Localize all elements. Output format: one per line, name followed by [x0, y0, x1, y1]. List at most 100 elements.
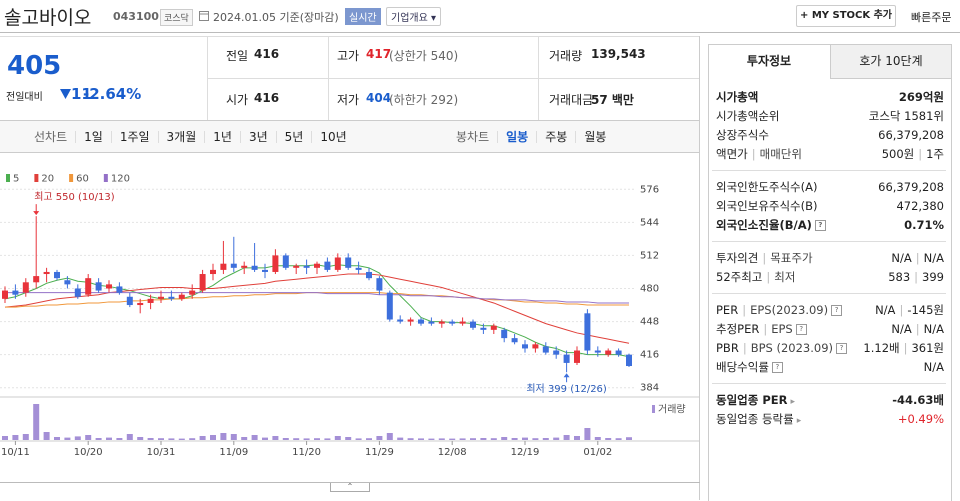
volume-bar [116, 438, 123, 440]
candle-body [553, 350, 560, 355]
candle-body [345, 257, 352, 268]
cell-value: 57 백만 [591, 93, 634, 107]
volume-bar [334, 436, 341, 440]
help-icon[interactable]: ? [814, 220, 826, 231]
candle-body [386, 292, 393, 320]
candle-body [480, 327, 487, 330]
volume-bar [594, 437, 601, 440]
volume-bar [314, 438, 320, 440]
info-label-part: 52주최고 [716, 270, 763, 284]
info-row: 동일업종 PER ▸ -44.63배 [716, 391, 944, 410]
stock-code: 043100 [113, 10, 159, 23]
volume-bar [95, 438, 102, 440]
info-label-part: 상장주식수 [716, 128, 769, 142]
price: 405 [7, 51, 62, 81]
volume-bar [33, 404, 40, 440]
info-label: 동일업종 등락률 ▸ [716, 410, 801, 431]
quote-divider [207, 78, 700, 79]
candle-body [178, 294, 185, 299]
annotation-arrowhead [563, 373, 570, 378]
volume-bar [54, 437, 60, 440]
volume-bar [542, 438, 549, 440]
add-stock-button[interactable]: + MY STOCK 추가 [796, 5, 896, 27]
info-value-part: 472,380 [896, 199, 944, 213]
legend-swatch [34, 174, 39, 182]
tab[interactable]: 1일 [75, 131, 111, 143]
info-tab[interactable]: 투자정보 [709, 45, 829, 78]
volume-bar [64, 437, 71, 440]
line-tabs: 선차트 1일 1주일 3개월 1년 3년 5년 10년 [26, 130, 355, 144]
separator: | [751, 147, 756, 161]
tab[interactable]: 3년 [239, 131, 276, 143]
help-icon[interactable]: ? [831, 305, 843, 316]
change-label: 전일대비 [6, 92, 43, 103]
volume-bar [397, 437, 404, 440]
info-tab[interactable]: 호가 10단계 [830, 45, 951, 79]
volume-bar [366, 438, 372, 440]
volume-bar [293, 438, 300, 440]
candle-body [615, 350, 622, 355]
info-label: 배당수익률? [716, 358, 783, 377]
help-icon[interactable]: ? [795, 324, 807, 335]
tab[interactable]: 일봉 [497, 131, 536, 143]
candle-body [532, 344, 539, 349]
volume-bar [553, 437, 560, 440]
x-tick-label: 10/11 [1, 447, 30, 458]
volume-bar [428, 438, 435, 440]
legend-swatch [103, 174, 108, 182]
candle-body [293, 265, 300, 268]
volume-bar [251, 435, 258, 440]
info-label-part: 시가총액 [716, 90, 759, 104]
quick-order[interactable]: 빠른주문 [911, 11, 952, 24]
candle-body [449, 321, 456, 324]
info-label-part: 투자의견 [716, 251, 759, 265]
arrow-icon: ▸ [796, 416, 802, 426]
tab[interactable]: 5년 [275, 131, 312, 143]
volume-legend: 거래량 [658, 404, 686, 416]
x-tick-label: 12/19 [511, 447, 540, 458]
info-label: 시가총액순위 [716, 107, 779, 126]
tab[interactable]: 1년 [204, 131, 240, 143]
info-value: 66,379,208 [878, 126, 944, 145]
separator: | [766, 270, 771, 284]
info-label: 액면가 | 매매단위 [716, 145, 802, 164]
x-tick-label: 11/09 [219, 447, 248, 458]
info-label: 추정PER | EPS? [716, 320, 807, 339]
legend-label: 5 [13, 174, 19, 185]
volume-bar [449, 438, 456, 440]
scroll-handle[interactable]: ⌃ [330, 482, 370, 492]
separator: | [918, 147, 923, 161]
cell-label: 저가 [337, 93, 360, 107]
overview-button[interactable]: 기업개요 ▾ [386, 7, 442, 26]
cell-value: 139,543 [591, 47, 646, 61]
info-label: 동일업종 PER ▸ [716, 391, 795, 412]
x-tick-label: 01/02 [583, 447, 612, 458]
candle-body [314, 263, 320, 268]
info-value: 500원 | 1주 [882, 145, 944, 164]
realtime-button[interactable]: 실시간 [345, 8, 381, 25]
change-pct: -2.64% [83, 85, 142, 103]
base-date: 2024.01.05 기준(장마감) [213, 11, 339, 24]
info-label-part: 목표주가 [770, 251, 813, 265]
tab-group-label: 봉차트 [456, 130, 490, 144]
candle-body [626, 354, 632, 367]
tab[interactable]: 주봉 [536, 131, 575, 143]
help-icon[interactable]: ? [836, 343, 848, 354]
info-row: 외국인한도주식수(A) 66,379,208 [716, 178, 944, 197]
help-icon[interactable]: ? [771, 362, 783, 373]
tab[interactable]: 3개월 [157, 131, 205, 143]
candle-body [168, 296, 175, 299]
info-value: N/A | N/A [891, 320, 944, 339]
tab[interactable]: 10년 [311, 131, 354, 143]
candle-body [428, 321, 435, 324]
x-tick-label: 11/29 [365, 447, 394, 458]
info-row: PER | EPS(2023.09)? N/A | -145원 [716, 301, 944, 320]
info-value-part: 66,379,208 [878, 128, 944, 142]
tab[interactable]: 월봉 [575, 131, 614, 143]
candle-tabs: 봉차트 일봉 주봉 월봉 [448, 130, 614, 144]
info-row: 외국인소진율(B/A)? 0.71% [716, 216, 944, 235]
tab[interactable]: 1주일 [110, 131, 158, 143]
y-tick-label: 448 [640, 317, 659, 328]
y-tick-label: 416 [640, 350, 659, 361]
separator: | [915, 251, 920, 265]
